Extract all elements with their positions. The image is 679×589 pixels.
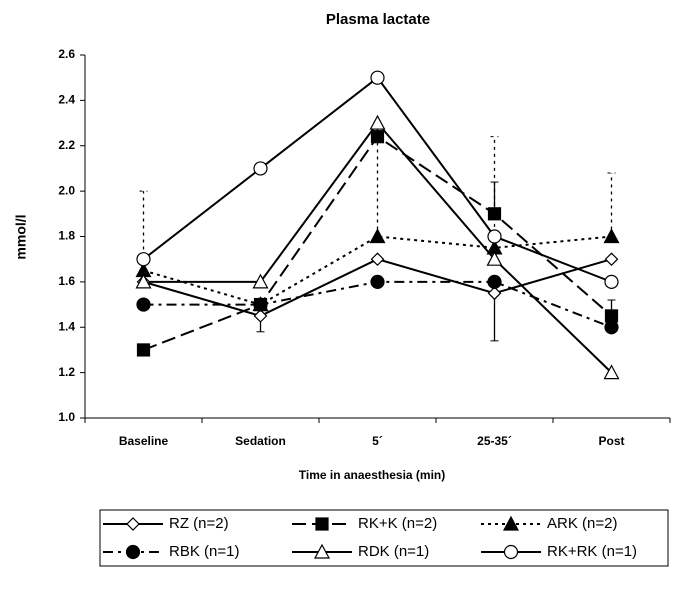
data-point [369,114,386,130]
legend-marker [503,544,519,560]
series-line [143,235,612,306]
y-tick-label: 1.0 [58,410,75,424]
x-tick-label: 25-35´ [477,434,512,448]
x-axis-title: Time in anaesthesia (min) [299,468,446,482]
data-point [253,161,268,176]
data-point [487,207,502,221]
data-point [370,130,385,144]
series-line [143,121,613,374]
y-tick-label: 2.6 [58,47,75,61]
data-point [487,229,502,244]
y-axis-title: mmol/l [13,214,29,259]
y-tick-label: 1.4 [58,319,75,333]
data-point [253,297,268,312]
legend-marker [313,543,331,559]
data-point [370,252,385,267]
data-point [369,228,386,244]
x-tick-label: Baseline [119,434,169,448]
data-point [487,286,502,301]
x-tick-label: Post [598,434,624,448]
legend-label: RZ (n=2) [169,515,229,532]
data-point [604,252,619,267]
data-point [253,309,268,323]
data-point [604,309,619,323]
legend-marker [125,544,141,560]
data-point [370,274,385,289]
legend-marker [502,515,520,531]
y-tick-label: 1.8 [58,229,75,243]
legend-label: RDK (n=1) [358,543,429,560]
data-point [486,250,503,266]
y-tick-label: 1.2 [58,365,75,379]
legend-box [99,509,669,567]
y-tick-label: 2.2 [58,138,75,152]
data-point [136,297,151,312]
legend-marker [126,517,140,531]
y-tick-label: 2.0 [58,183,75,197]
data-point [487,274,502,289]
chart-title: Plasma lactate [326,11,430,28]
data-point [135,273,152,289]
data-point [604,320,619,335]
data-point [136,343,151,357]
data-point [136,252,151,267]
legend-label: RBK (n=1) [169,543,239,560]
legend-marker [315,517,329,531]
data-point [604,274,619,289]
data-point [370,70,385,85]
legend-label: RK+K (n=2) [358,515,437,532]
y-tick-label: 2.4 [58,93,75,107]
legend-label: ARK (n=2) [547,515,617,532]
data-point [252,273,269,289]
y-tick-label: 1.6 [58,274,75,288]
data-point [603,228,620,244]
data-point [603,364,620,380]
legend-label: RK+RK (n=1) [547,543,637,560]
x-tick-label: Sedation [235,434,286,448]
x-tick-label: 5´ [372,434,383,448]
